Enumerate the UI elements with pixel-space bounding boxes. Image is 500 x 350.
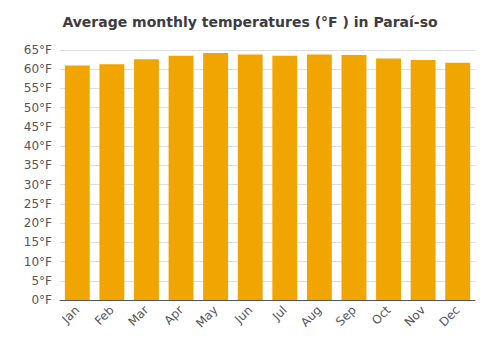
svg-text:40°F: 40°F: [24, 139, 52, 153]
svg-text:55°F: 55°F: [24, 81, 52, 95]
svg-text:Mar: Mar: [126, 303, 152, 329]
svg-text:Average monthly temperatures (: Average monthly temperatures (°F ) in Pa…: [62, 14, 438, 30]
svg-text:Jun: Jun: [231, 303, 255, 327]
svg-text:Oct: Oct: [369, 303, 394, 328]
svg-text:Jan: Jan: [59, 303, 83, 327]
svg-text:May: May: [193, 303, 220, 330]
svg-text:45°F: 45°F: [24, 120, 52, 134]
svg-text:Sep: Sep: [333, 303, 359, 329]
svg-text:15°F: 15°F: [24, 235, 52, 249]
svg-text:Dec: Dec: [436, 303, 462, 329]
svg-text:0°F: 0°F: [31, 293, 52, 307]
svg-text:30°F: 30°F: [24, 178, 52, 192]
svg-text:Jul: Jul: [269, 303, 290, 324]
svg-text:50°F: 50°F: [24, 101, 52, 115]
svg-text:Aug: Aug: [298, 303, 324, 329]
svg-text:25°F: 25°F: [24, 197, 52, 211]
svg-text:Feb: Feb: [92, 303, 117, 328]
svg-text:60°F: 60°F: [24, 62, 52, 76]
svg-text:35°F: 35°F: [24, 158, 52, 172]
svg-text:65°F: 65°F: [24, 43, 52, 57]
svg-text:20°F: 20°F: [24, 216, 52, 230]
svg-text:10°F: 10°F: [24, 255, 52, 269]
svg-text:Nov: Nov: [402, 303, 428, 329]
svg-text:Apr: Apr: [161, 303, 186, 328]
svg-text:5°F: 5°F: [31, 274, 52, 288]
